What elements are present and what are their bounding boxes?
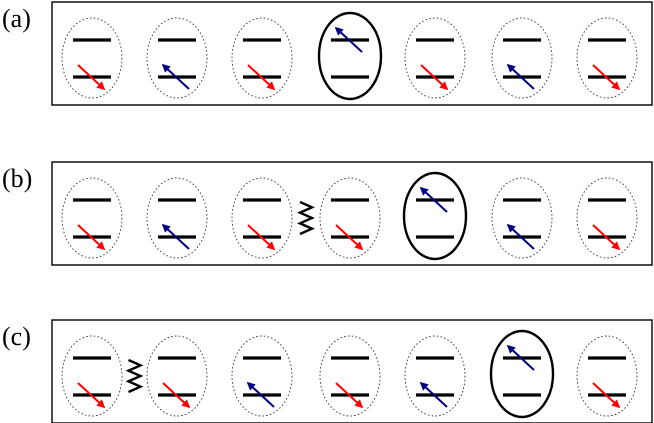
excitation-ellipse [402, 171, 468, 261]
spin-down-arrow-icon [162, 382, 191, 409]
site-orbital-ellipse [231, 17, 293, 99]
site-orbital-ellipse [231, 177, 293, 259]
spin-down-arrow-icon [247, 64, 276, 91]
site [491, 177, 553, 259]
spin-up-arrow-icon [419, 381, 448, 408]
site-orbital-ellipse [491, 177, 553, 259]
spin-up-arrow-icon [419, 186, 448, 213]
site [146, 17, 208, 99]
site [576, 335, 638, 417]
spin-down-arrow-icon [592, 64, 621, 91]
spin-down-arrow-icon [420, 64, 449, 91]
excited-site [489, 329, 555, 419]
spin-up-arrow-icon [161, 63, 190, 90]
spin-down-arrow-icon [247, 224, 276, 251]
site [319, 177, 381, 259]
site [231, 177, 293, 259]
site [576, 177, 638, 259]
site-orbital-ellipse [404, 335, 466, 417]
panel-label: (b) [2, 164, 32, 193]
spin-up-arrow-icon [506, 344, 535, 371]
site-orbital-ellipse [491, 17, 553, 99]
site [146, 177, 208, 259]
site [404, 335, 466, 417]
spin-down-arrow-icon [335, 382, 364, 409]
spin-down-arrow-icon [592, 382, 621, 409]
site [576, 17, 638, 99]
site-orbital-ellipse [576, 177, 638, 259]
site [61, 335, 123, 417]
excitation-ellipse [317, 11, 383, 101]
site [231, 17, 293, 99]
site-orbital-ellipse [61, 335, 123, 417]
site-orbital-ellipse [576, 17, 638, 99]
spin-down-arrow-icon [77, 64, 106, 91]
panel-frame [51, 161, 653, 266]
excitation-ellipse [489, 329, 555, 419]
site [61, 17, 123, 99]
panel-frame [51, 319, 653, 423]
site-orbital-ellipse [146, 177, 208, 259]
panel-label: (a) [2, 4, 31, 33]
spin-down-arrow-icon [335, 224, 364, 251]
panel-frame [51, 1, 653, 106]
site [491, 17, 553, 99]
site-orbital-ellipse [231, 335, 293, 417]
spin-down-arrow-icon [592, 224, 621, 251]
site-orbital-ellipse [319, 177, 381, 259]
site [61, 177, 123, 259]
site-orbital-ellipse [61, 177, 123, 259]
domain-wall-zigzag-icon [297, 200, 315, 236]
site-orbital-ellipse [146, 17, 208, 99]
site-orbital-ellipse [404, 17, 466, 99]
spin-up-arrow-icon [506, 63, 535, 90]
site-orbital-ellipse [576, 335, 638, 417]
panel-label: (c) [2, 322, 31, 351]
domain-wall-zigzag-icon [125, 358, 144, 394]
panel-a: (a) [2, 1, 653, 106]
panel-b: (b) [2, 161, 653, 266]
site [146, 335, 208, 417]
spin-up-arrow-icon [334, 26, 363, 53]
excited-site [402, 171, 468, 261]
site [319, 335, 381, 417]
spin-up-arrow-icon [161, 223, 190, 250]
site [404, 17, 466, 99]
panel-c: (c) [2, 319, 653, 423]
site-orbital-ellipse [61, 17, 123, 99]
spin-down-arrow-icon [77, 224, 106, 251]
site-orbital-ellipse [319, 335, 381, 417]
site [231, 335, 293, 417]
spin-down-arrow-icon [77, 382, 106, 409]
spin-up-arrow-icon [506, 223, 535, 250]
excited-site [317, 11, 383, 101]
spin-up-arrow-icon [246, 381, 275, 408]
site-orbital-ellipse [146, 335, 208, 417]
